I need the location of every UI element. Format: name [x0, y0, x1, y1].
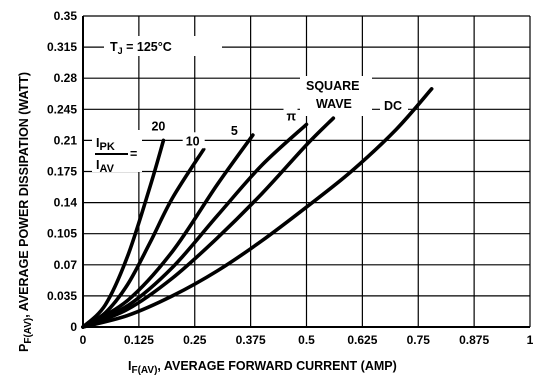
- series-line-dc: [81, 87, 434, 329]
- y-tick-label: 0.28: [54, 71, 78, 85]
- x-axis-title: IF(AV), AVERAGE FORWARD CURRENT (AMP): [128, 359, 397, 376]
- square-label-line2: WAVE: [316, 97, 352, 111]
- y-tick-label: 0.315: [47, 40, 77, 54]
- y-tick-label: 0.21: [54, 133, 78, 147]
- x-axis-title-rest: , AVERAGE FORWARD CURRENT (AMP): [157, 359, 396, 373]
- y-tick-label: 0.035: [47, 289, 77, 303]
- curve-label-bg: [148, 117, 171, 134]
- x-tick-label: 0.875: [459, 333, 489, 347]
- y-axis-title: PF(AV), AVERAGE POWER DISSIPATION (WATT): [17, 72, 34, 352]
- x-tick-label: 0: [80, 333, 87, 347]
- y-axis-title-main: P: [17, 344, 31, 352]
- ratio-den: I: [96, 158, 99, 172]
- y-tick-label: 0.14: [54, 196, 78, 210]
- curve-labels: 20 10 5 π: [148, 107, 298, 149]
- x-tick-label: 0.125: [124, 333, 154, 347]
- square-label-line1: SQUARE: [306, 79, 359, 93]
- tj-main: T: [110, 40, 118, 54]
- curve-label-bg: [182, 132, 205, 149]
- ratio-annotation: IPK IAV =: [92, 130, 142, 175]
- chart-tick-labels: 0 0.125 0.25 0.375 0.5 0.625 0.75 0.875 100.0350…: [47, 9, 534, 347]
- y-tick-label: 0: [70, 320, 77, 334]
- series-line-20: [81, 138, 166, 329]
- curve-label-pi: π: [287, 109, 297, 123]
- curve-label-20: 20: [151, 119, 165, 133]
- square-wave-annotation: SQUARE WAVE: [300, 76, 372, 116]
- x-tick-label: 0.375: [236, 333, 266, 347]
- dc-label: DC: [384, 99, 402, 113]
- x-axis-title-sub: F(AV): [131, 365, 157, 376]
- y-tick-label: 0.245: [47, 102, 77, 116]
- svg-text:IPK: IPK: [96, 136, 115, 153]
- curve-label-bg: [227, 122, 242, 139]
- ratio-den-sub: AV: [99, 163, 114, 175]
- tj-sub: J: [118, 46, 123, 56]
- x-tick-label: 0.25: [183, 333, 207, 347]
- y-tick-label: 0.35: [54, 9, 78, 23]
- series-line-5: [81, 133, 255, 329]
- chart-curves: [81, 87, 434, 329]
- x-axis-title-main: I: [128, 359, 131, 373]
- tj-annotation: TJ = 125°C: [104, 36, 222, 56]
- curve-label-10: 10: [186, 134, 200, 148]
- ratio-num-sub: PK: [99, 141, 114, 153]
- y-tick-label: 0.105: [47, 227, 77, 241]
- series-line-pi: [81, 122, 309, 329]
- y-tick-label: 0.175: [47, 165, 77, 179]
- x-tick-label: 0.625: [347, 333, 377, 347]
- y-axis-title-sub: F(AV): [23, 318, 34, 344]
- y-tick-label: 0.07: [54, 258, 78, 272]
- curve-label-5: 5: [231, 124, 238, 138]
- tj-rest: = 125°C: [123, 40, 172, 54]
- series-line-square-wave: [81, 116, 336, 329]
- ratio-num: I: [96, 136, 99, 150]
- y-axis-title-rest: , AVERAGE POWER DISSIPATION (WATT): [17, 72, 31, 318]
- dc-annotation: DC: [380, 96, 408, 114]
- curve-label-bg: [283, 107, 298, 124]
- x-tick-label: 0.5: [298, 333, 315, 347]
- ratio-equals: =: [130, 147, 137, 161]
- svg-text:IAV: IAV: [96, 158, 115, 175]
- x-tick-label: 1: [527, 333, 534, 347]
- svg-text:TJ = 125°C: TJ = 125°C: [110, 40, 172, 56]
- x-tick-label: 0.75: [407, 333, 431, 347]
